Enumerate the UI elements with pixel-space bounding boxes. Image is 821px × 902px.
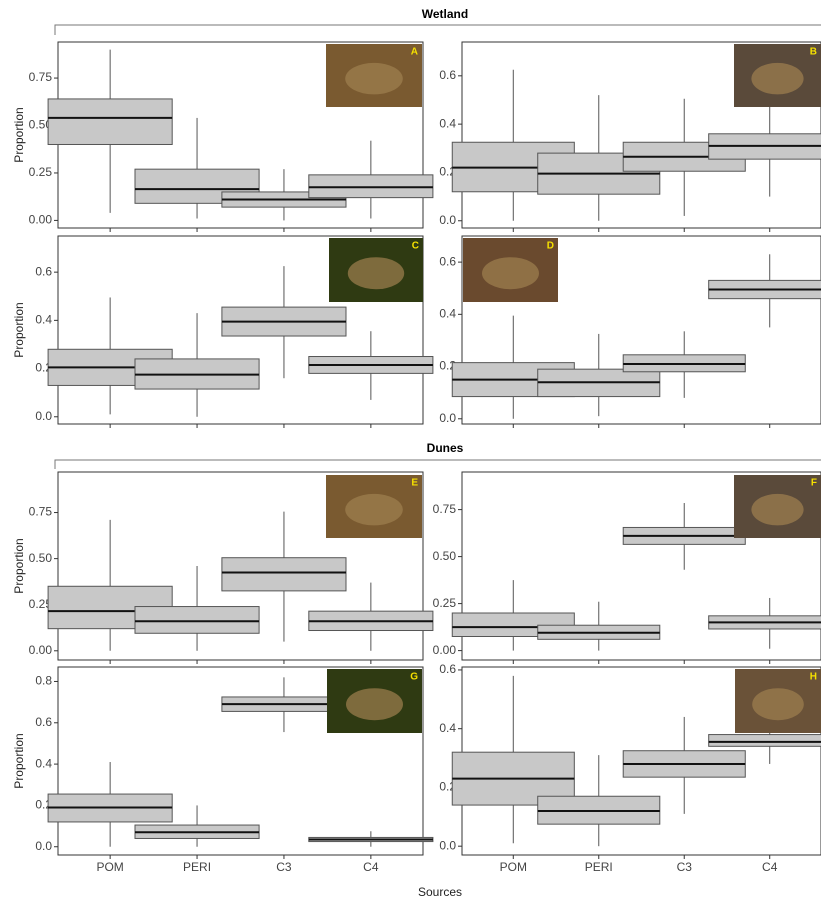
- panel-letter: C: [412, 241, 419, 252]
- y-tick-label: 0.75: [29, 70, 53, 84]
- y-tick-label: 0.50: [433, 549, 457, 563]
- y-tick-label: 0.0: [35, 409, 52, 423]
- x-tick-label: POM: [500, 860, 527, 874]
- y-axis-title: Proportion: [12, 302, 26, 357]
- y-tick-label: 0.0: [439, 838, 456, 852]
- box: [135, 607, 259, 634]
- y-tick-label: 0.6: [439, 254, 456, 268]
- figure: Wetland Dunes Sources 0.00 0.25 0.50 0.75 Pr…: [0, 0, 821, 902]
- y-tick-label: 0.00: [29, 643, 53, 657]
- panel-letter: B: [810, 47, 817, 58]
- photo-subject: [346, 688, 403, 720]
- x-tick-label: PERI: [585, 860, 613, 874]
- y-tick-label: 0.0: [439, 213, 456, 227]
- x-tick-label: C3: [677, 860, 693, 874]
- y-axis-title: Proportion: [12, 107, 26, 162]
- panel-letter: A: [411, 47, 418, 58]
- y-tick-label: 0.8: [35, 674, 52, 688]
- photo-subject: [752, 688, 804, 720]
- box: [48, 99, 172, 145]
- y-tick-label: 0.6: [439, 662, 456, 676]
- y-tick-label: 0.0: [439, 411, 456, 425]
- x-tick-label: C3: [276, 860, 292, 874]
- x-tick-label: C4: [363, 860, 379, 874]
- y-tick-label: 0.6: [439, 68, 456, 82]
- x-tick-label: PERI: [183, 860, 211, 874]
- y-tick-label: 0.6: [35, 264, 52, 278]
- photo-subject: [345, 494, 403, 526]
- photo-subject: [482, 257, 539, 289]
- y-tick-label: 0.4: [439, 721, 456, 735]
- panel-letter: D: [547, 241, 554, 252]
- y-tick-label: 0.25: [29, 165, 53, 179]
- photo-subject: [751, 494, 803, 526]
- y-tick-label: 0.75: [433, 502, 457, 516]
- y-tick-label: 0.00: [433, 643, 457, 657]
- y-tick-label: 0.00: [29, 213, 53, 227]
- section-title: Wetland: [422, 7, 468, 21]
- box: [222, 558, 346, 591]
- photo-subject: [751, 63, 803, 95]
- y-tick-label: 0.4: [439, 307, 456, 321]
- y-tick-label: 0.4: [439, 116, 456, 130]
- section-bracket: [55, 25, 821, 35]
- x-tick-label: POM: [96, 860, 123, 874]
- box: [709, 735, 821, 747]
- y-tick-label: 0.4: [35, 313, 52, 327]
- section-bracket: [55, 460, 821, 469]
- y-tick-label: 0.6: [35, 715, 52, 729]
- photo-subject: [345, 63, 403, 95]
- panel-letter: F: [811, 478, 817, 489]
- panel-letter: G: [410, 672, 418, 683]
- y-tick-label: 0.75: [29, 505, 53, 519]
- x-tick-label: C4: [762, 860, 778, 874]
- x-axis-title: Sources: [418, 885, 462, 899]
- y-axis-title: Proportion: [12, 538, 26, 593]
- y-tick-label: 0.50: [29, 551, 53, 565]
- photo-subject: [348, 257, 404, 289]
- section-title: Dunes: [427, 441, 464, 455]
- y-tick-label: 0.4: [35, 756, 52, 770]
- panel-letter: H: [810, 672, 817, 683]
- panel-letter: E: [411, 478, 418, 489]
- y-tick-label: 0.0: [35, 839, 52, 853]
- y-axis-title: Proportion: [12, 733, 26, 788]
- y-tick-label: 0.25: [433, 596, 457, 610]
